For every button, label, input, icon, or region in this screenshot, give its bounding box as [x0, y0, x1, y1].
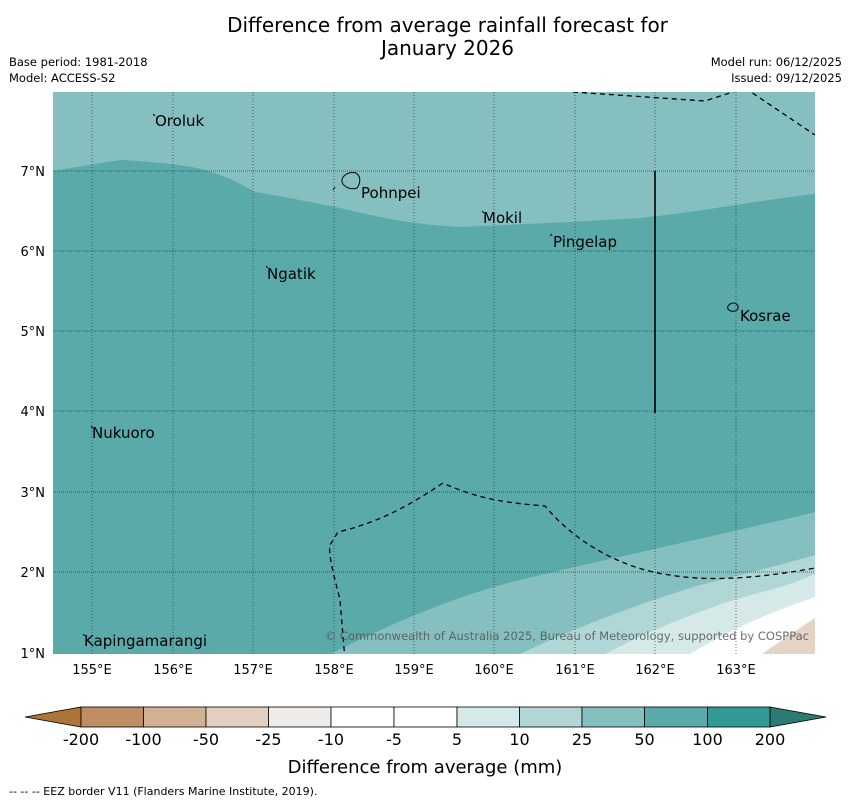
- copyright-note: © Commonwealth of Australia 2025, Bureau…: [325, 629, 809, 643]
- lon-label: 160°E: [474, 663, 514, 678]
- colorbar-tick: -5: [386, 730, 402, 749]
- colorbar-swatch: [581, 706, 645, 728]
- title-line-2: January 2026: [380, 36, 515, 60]
- issued-date: Issued: 09/12/2025: [731, 71, 842, 85]
- colorbar-tick: -50: [193, 730, 219, 749]
- colorbar-tick: 100: [692, 730, 723, 749]
- eez-borders: [328, 92, 815, 654]
- atoll-markers: [82, 113, 553, 637]
- colorbar-tick: 5: [452, 730, 462, 749]
- map-area: Oroluk Pohnpei Mokil Pingelap Ngatik Kos…: [53, 92, 815, 654]
- colorbar-high-arrow: [769, 706, 827, 728]
- latitude-lines: [53, 170, 815, 573]
- lon-label: 156°E: [153, 663, 193, 678]
- colorbar-tick: -200: [63, 730, 99, 749]
- colorbar-tick: 200: [755, 730, 786, 749]
- colorbar-tick: -25: [255, 730, 281, 749]
- band-negative: [762, 618, 815, 654]
- eez-source-note: -- -- -- EEZ border V11 (Flanders Marine…: [9, 785, 318, 798]
- colorbar-swatch: [330, 706, 395, 728]
- colorbar-swatch: [80, 706, 144, 728]
- lon-label: 161°E: [555, 663, 595, 678]
- graticule: [91, 92, 737, 654]
- ant-atoll-icon: [332, 186, 336, 191]
- lon-axis: 155°E 156°E 157°E 158°E 159°E 160°E 161°…: [72, 663, 756, 678]
- kosrae-island-icon: [727, 302, 739, 312]
- place-pingelap: Pingelap: [553, 233, 617, 251]
- model-run: Model run: 06/12/2025: [710, 55, 842, 69]
- place-nukuoro: Nukuoro: [92, 424, 155, 442]
- lon-label: 162°E: [635, 663, 675, 678]
- colorbar-swatch: [205, 706, 269, 728]
- lat-label: 3°N: [21, 486, 46, 501]
- colorbar-swatch: [143, 706, 207, 728]
- model-name: Model: ACCESS-S2: [9, 71, 116, 85]
- place-kapingamarangi: Kapingamarangi: [84, 632, 207, 650]
- colorbar-swatch: [707, 706, 771, 728]
- lon-label: 157°E: [233, 663, 273, 678]
- colorbar-swatch: [268, 706, 332, 728]
- lon-label: 163°E: [716, 663, 756, 678]
- colorbar-swatch: [644, 706, 708, 728]
- colorbar: -200 -100 -50 -25 -10 -5 5 10 25 50 100 …: [24, 706, 827, 778]
- place-mokil: Mokil: [483, 209, 522, 227]
- lat-label: 5°N: [21, 325, 46, 340]
- colorbar-swatch: [519, 706, 583, 728]
- colorbar-tick: 10: [509, 730, 529, 749]
- base-period: Base period: 1981-2018: [9, 55, 148, 69]
- band-25-50-north: [53, 92, 815, 227]
- colorbar-tick: 50: [634, 730, 654, 749]
- place-pohnpei: Pohnpei: [361, 184, 421, 202]
- colorbar-tick: 25: [572, 730, 592, 749]
- lat-axis: 7°N 6°N 5°N 4°N 3°N 2°N 1°N: [21, 165, 46, 662]
- run-info: Model run: 06/12/2025 Issued: 09/12/2025: [711, 54, 842, 86]
- lat-label: 7°N: [21, 165, 46, 180]
- lon-label: 155°E: [72, 663, 112, 678]
- lat-label: 4°N: [21, 405, 46, 420]
- title-line-1: Difference from average rainfall forecas…: [227, 13, 668, 37]
- lat-label: 1°N: [21, 647, 46, 662]
- colorbar-tick: -10: [318, 730, 344, 749]
- colorbar-swatch: [393, 706, 458, 728]
- place-kosrae: Kosrae: [740, 307, 791, 325]
- place-oroluk: Oroluk: [155, 112, 204, 130]
- colorbar-label: Difference from average (mm): [288, 757, 563, 778]
- lon-label: 159°E: [394, 663, 434, 678]
- lat-label: 2°N: [21, 566, 46, 581]
- colorbar-swatch: [456, 706, 520, 728]
- lon-label: 158°E: [314, 663, 354, 678]
- place-labels: Oroluk Pohnpei Mokil Pingelap Ngatik Kos…: [84, 112, 791, 650]
- colorbar-ticks: -200 -100 -50 -25 -10 -5 5 10 25 50 100 …: [63, 730, 785, 749]
- colorbar-low-arrow: [24, 706, 82, 728]
- colorbar-tick: -100: [125, 730, 161, 749]
- place-ngatik: Ngatik: [267, 265, 316, 283]
- pohnpei-island-icon: [341, 172, 361, 190]
- map-title: Difference from average rainfall forecas…: [0, 14, 850, 60]
- lat-label: 6°N: [21, 245, 46, 260]
- model-info: Base period: 1981-2018 Model: ACCESS-S2: [9, 54, 148, 86]
